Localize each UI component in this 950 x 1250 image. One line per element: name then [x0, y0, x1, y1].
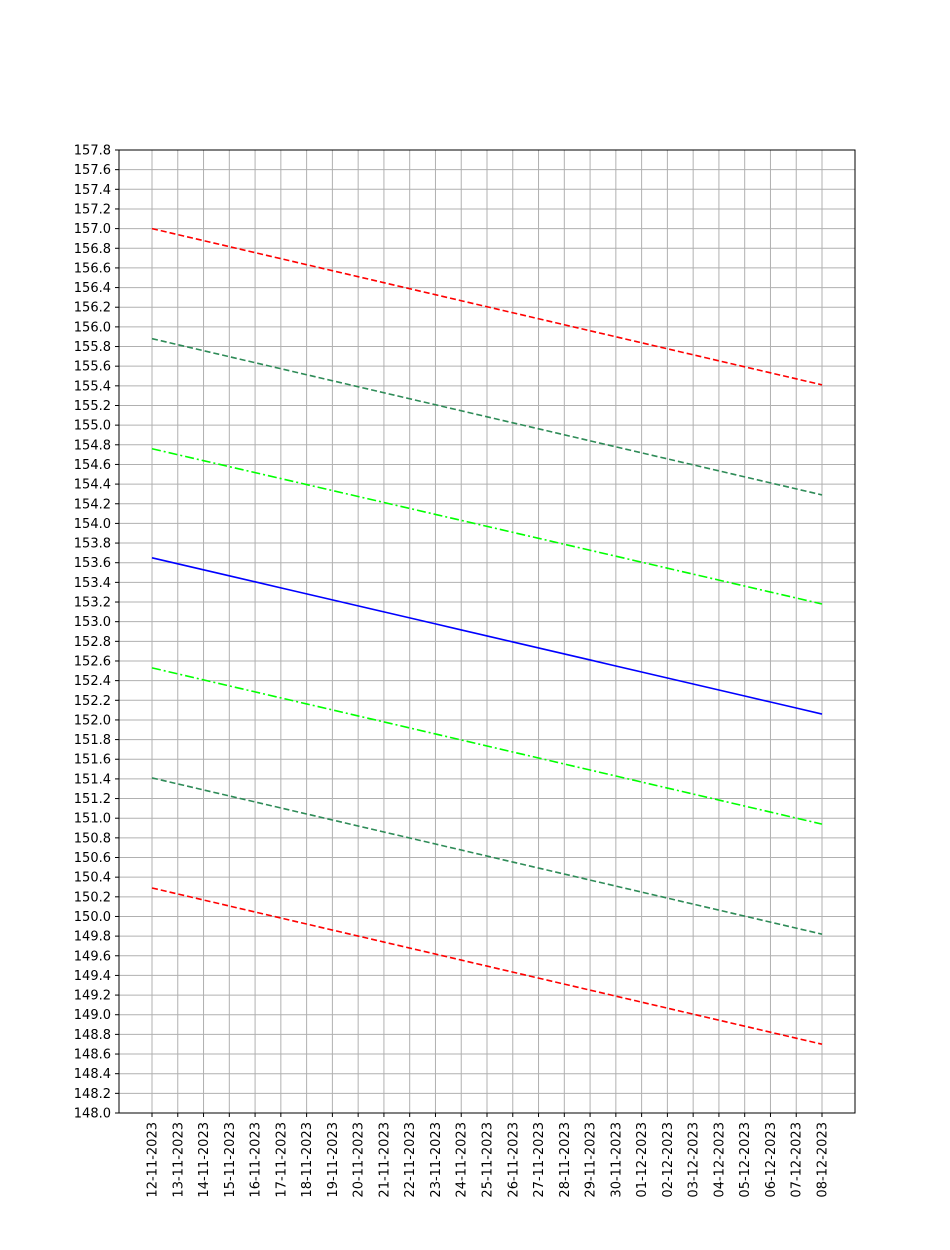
- x-tick-label: 29-11-2023: [584, 1122, 599, 1198]
- y-tick-label: 156.6: [74, 261, 111, 276]
- x-tick-label: 06-12-2023: [764, 1122, 779, 1198]
- y-tick-label: 150.0: [74, 910, 111, 925]
- y-tick-label: 157.6: [74, 163, 111, 178]
- y-tick-label: 153.8: [74, 537, 111, 552]
- x-tick-label: 27-11-2023: [532, 1122, 547, 1198]
- x-tick-label: 30-11-2023: [609, 1122, 624, 1198]
- series-line-6: [151, 777, 823, 935]
- y-tick-label: 156.8: [74, 242, 111, 257]
- y-tick-label: 148.2: [74, 1087, 111, 1102]
- y-tick-label: 154.2: [74, 497, 111, 512]
- y-tick-label: 155.8: [74, 340, 111, 355]
- y-tick-label: 151.4: [74, 772, 111, 787]
- x-tick-label: 12-11-2023: [146, 1122, 161, 1198]
- series-line-1: [151, 227, 823, 386]
- y-tick-label: 157.2: [74, 202, 111, 217]
- y-tick-label: 153.4: [74, 576, 111, 591]
- y-tick-label: 154.4: [74, 478, 111, 493]
- x-tick-label: 04-12-2023: [712, 1122, 727, 1198]
- y-tick-label: 151.0: [74, 812, 111, 827]
- x-tick-label: 14-11-2023: [197, 1122, 212, 1198]
- y-tick-label: 148.4: [74, 1067, 111, 1082]
- y-tick-label: 150.6: [74, 851, 111, 866]
- x-tick-label: 15-11-2023: [223, 1122, 238, 1198]
- series-line-3: [151, 447, 823, 605]
- x-tick-label: 28-11-2023: [558, 1122, 573, 1198]
- x-tick-label: 20-11-2023: [352, 1122, 367, 1198]
- x-tick-label: 07-12-2023: [790, 1122, 805, 1198]
- x-tick-label: 08-12-2023: [816, 1122, 831, 1198]
- y-tick-label: 148.0: [74, 1107, 111, 1122]
- y-tick-label: 149.6: [74, 949, 111, 964]
- x-tick-label: 03-12-2023: [687, 1122, 702, 1198]
- y-tick-label: 155.6: [74, 360, 111, 375]
- y-tick-label: 154.6: [74, 458, 111, 473]
- y-axis-ticks: 148.0 148.2 148.4 148.6 148.8 149.0 149.2 149.4…: [74, 144, 119, 1122]
- series-line-7: [151, 887, 823, 1045]
- x-tick-label: 25-11-2023: [481, 1122, 496, 1198]
- series-lines: [151, 227, 823, 1045]
- x-tick-label: 24-11-2023: [455, 1122, 470, 1198]
- x-tick-label: 22-11-2023: [403, 1122, 418, 1198]
- y-tick-label: 157.8: [74, 144, 111, 159]
- series-line-4: [151, 557, 823, 715]
- x-tick-label: 01-12-2023: [635, 1122, 650, 1198]
- y-tick-label: 154.8: [74, 438, 111, 453]
- y-tick-label: 150.8: [74, 831, 111, 846]
- y-tick-label: 155.4: [74, 379, 111, 394]
- y-tick-label: 149.0: [74, 1008, 111, 1023]
- y-tick-label: 155.2: [74, 399, 111, 414]
- y-tick-label: 155.0: [74, 419, 111, 434]
- y-tick-label: 152.0: [74, 713, 111, 728]
- y-tick-label: 148.6: [74, 1048, 111, 1063]
- y-tick-label: 152.6: [74, 654, 111, 669]
- series-line-2: [151, 337, 823, 496]
- y-tick-label: 151.2: [74, 792, 111, 807]
- x-tick-label: 05-12-2023: [738, 1122, 753, 1198]
- y-tick-label: 153.6: [74, 556, 111, 571]
- y-tick-label: 152.4: [74, 674, 111, 689]
- y-tick-label: 151.6: [74, 753, 111, 768]
- y-tick-label: 149.4: [74, 969, 111, 984]
- y-tick-label: 156.2: [74, 301, 111, 316]
- y-tick-label: 150.4: [74, 871, 111, 886]
- y-tick-label: 154.0: [74, 517, 111, 532]
- x-axis-ticks: 12-11-2023 13-11-2023 14-11-2023 15-11-2023…: [146, 1113, 831, 1198]
- x-tick-label: 19-11-2023: [326, 1122, 341, 1198]
- x-tick-label: 23-11-2023: [429, 1122, 444, 1198]
- y-tick-label: 153.0: [74, 615, 111, 630]
- y-tick-label: 152.2: [74, 694, 111, 709]
- x-tick-label: 17-11-2023: [274, 1122, 289, 1198]
- x-tick-label: 26-11-2023: [506, 1122, 521, 1198]
- y-tick-label: 153.2: [74, 596, 111, 611]
- y-tick-label: 152.8: [74, 635, 111, 650]
- series-line-5: [151, 667, 823, 825]
- grid: [119, 149, 855, 1114]
- x-tick-label: 13-11-2023: [171, 1122, 186, 1198]
- y-tick-label: 149.2: [74, 989, 111, 1004]
- y-tick-label: 150.2: [74, 890, 111, 905]
- y-tick-label: 157.0: [74, 222, 111, 237]
- y-tick-label: 149.8: [74, 930, 111, 945]
- x-tick-label: 18-11-2023: [300, 1122, 315, 1198]
- y-tick-label: 157.4: [74, 183, 111, 198]
- x-tick-label: 02-12-2023: [661, 1122, 676, 1198]
- y-tick-label: 148.8: [74, 1028, 111, 1043]
- y-tick-label: 156.0: [74, 320, 111, 335]
- x-tick-label: 21-11-2023: [377, 1122, 392, 1198]
- y-tick-label: 151.8: [74, 733, 111, 748]
- y-tick-label: 156.4: [74, 281, 111, 296]
- x-tick-label: 16-11-2023: [249, 1122, 264, 1198]
